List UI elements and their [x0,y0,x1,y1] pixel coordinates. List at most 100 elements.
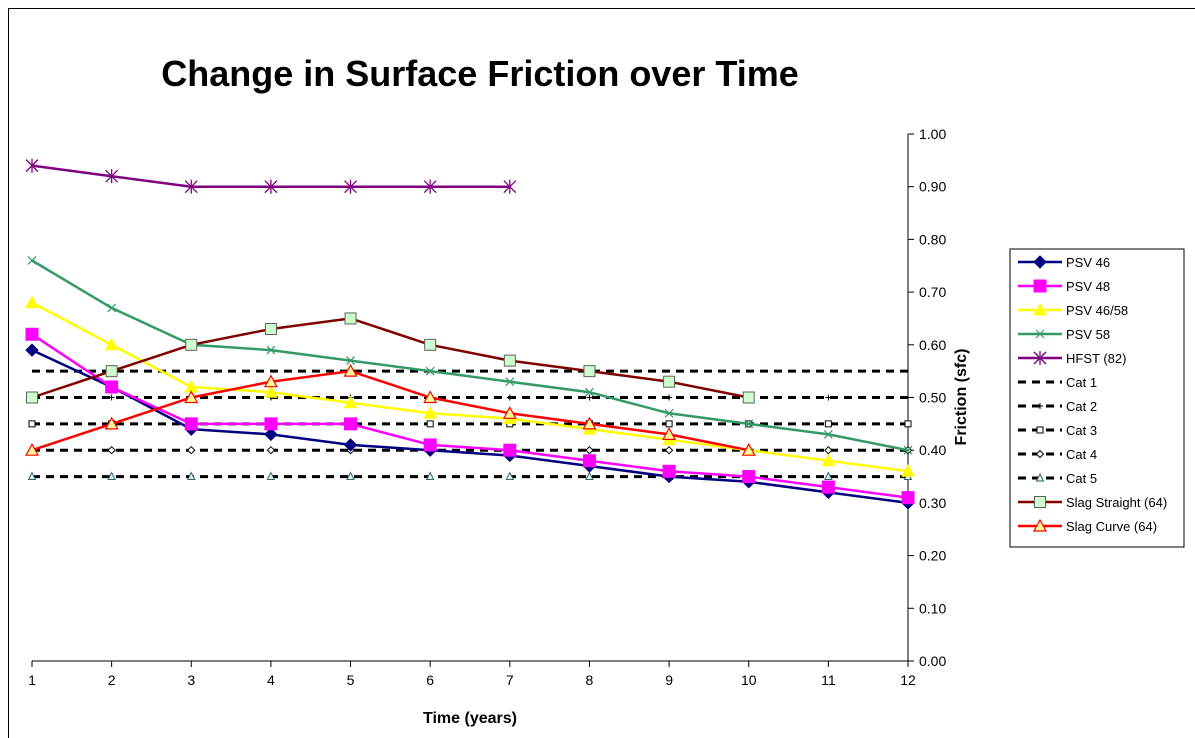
legend-item: Cat 4 [1018,447,1097,462]
data-point [346,471,355,481]
data-point [24,442,40,456]
series-cat-2 [29,394,911,401]
series-line [31,369,749,452]
data-point [821,453,836,467]
data-point [423,390,438,404]
data-point [903,445,913,455]
y-tick-label: 0.60 [919,337,946,353]
chart-frame [8,8,1195,738]
legend-marker [1035,449,1045,459]
data-point [503,179,517,194]
legend-label: PSV 46/58 [1066,303,1128,318]
y-tick-label: 0.50 [919,390,946,406]
x-tick-label: 4 [267,672,275,688]
series-line [31,259,909,452]
x-tick-label: 11 [821,672,836,688]
legend-label: Cat 2 [1066,399,1097,414]
data-point [663,375,676,388]
legend-marker [1033,279,1047,293]
data-point [424,338,437,351]
data-point [104,416,119,430]
y-tick-label: 0.80 [919,231,946,247]
y-tick-label: 1.00 [919,126,946,142]
data-point [107,445,116,455]
data-point [662,464,676,478]
data-point [823,429,833,439]
data-point [107,471,116,481]
data-point [586,394,593,401]
data-point [664,445,674,455]
data-point [26,391,38,404]
data-point [266,445,276,455]
y-tick-label: 0.20 [919,548,946,564]
x-tick-label: 7 [506,672,514,688]
legend-item: Cat 5 [1018,471,1097,486]
data-point [426,420,434,428]
data-point [25,158,39,173]
data-point [502,406,517,419]
y-tick-label: 0.70 [919,284,946,300]
legend-marker [1035,329,1045,339]
x-axis-title: Time (years) [423,710,517,727]
data-point [585,471,594,481]
series-line [31,301,909,473]
series-line [31,348,909,505]
legend-label: HFST (82) [1066,351,1126,366]
data-point [505,377,515,387]
legend-item: Slag Curve (64) [1018,518,1157,534]
data-point [346,356,355,366]
data-point [904,420,912,428]
legend-item: Slag Straight (64) [1018,495,1167,510]
data-point [901,464,915,477]
data-point [264,179,278,194]
y-tick-label: 0.10 [919,600,946,616]
y-axis-title: Friction (sfc) [953,349,970,446]
data-point [266,345,276,355]
series-psv-58 [27,256,913,455]
data-point [666,394,673,401]
legend-marker [1033,302,1047,316]
legend-marker [1036,426,1044,434]
data-point [425,366,435,376]
data-point [582,416,597,430]
legend-item: Cat 2 [1018,399,1097,414]
legend-label: Cat 1 [1066,375,1097,390]
data-point [104,337,119,351]
legend-label: PSV 48 [1066,279,1110,294]
data-point [344,417,358,431]
x-tick-label: 10 [741,672,757,688]
data-point [742,391,755,404]
x-tick-label: 2 [108,672,116,688]
data-point [824,445,833,455]
data-point [664,408,674,418]
data-point [107,303,117,313]
data-point [582,454,596,468]
data-point [503,354,516,367]
legend-label: PSV 46 [1066,255,1110,270]
legend-marker [1037,403,1043,409]
legend-label: Cat 3 [1066,423,1097,438]
legend-item: Cat 3 [1018,423,1097,438]
data-point [108,394,115,401]
series-hfst-82 [25,158,517,194]
data-point [905,394,911,401]
data-point [824,420,832,428]
x-tick-label: 3 [187,672,195,688]
data-point [27,471,37,481]
legend-marker [1032,518,1048,532]
data-point [585,387,594,397]
data-point [25,343,39,357]
data-point [423,438,437,452]
legend-item: PSV 48 [1018,279,1110,294]
data-point [185,338,198,351]
data-point [105,169,119,184]
legend-marker [1035,472,1045,482]
data-point [25,327,39,341]
series-line [31,317,749,399]
data-point [264,417,278,431]
series-psv-46-58 [25,295,915,477]
series-psv-48 [25,327,915,505]
legend-label: Slag Curve (64) [1066,519,1157,534]
y-tick-label: 0.00 [919,653,946,669]
